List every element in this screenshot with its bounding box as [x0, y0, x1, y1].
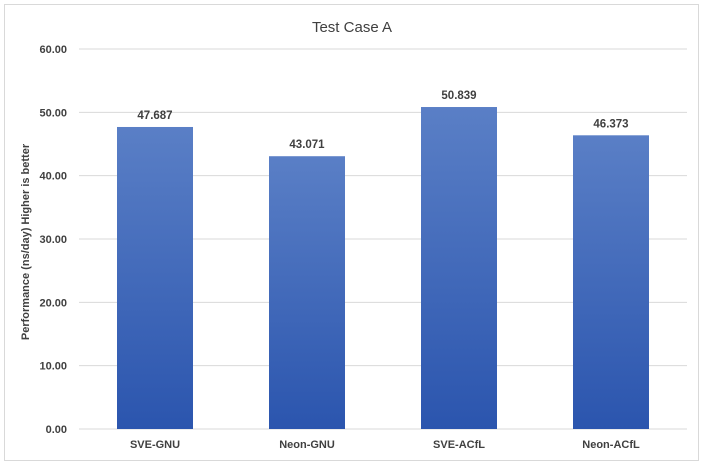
data-labels: 47.687 43.071 50.839 46.373: [137, 90, 628, 151]
chart-title: Test Case A: [312, 19, 392, 36]
bar-sve-gnu: [117, 126, 193, 429]
bar-sve-acfl: [421, 107, 497, 430]
bar-neon-gnu: [269, 156, 345, 430]
y-axis-label: Performance (ns/day) Higher is better: [20, 143, 32, 340]
x-category-label: SVE-GNU: [130, 439, 180, 451]
y-tick-label: 0.00: [46, 424, 67, 436]
bars: [117, 107, 649, 430]
data-label: 46.373: [593, 118, 628, 130]
bar-chart: Test Case A Performance (ns/day) Higher …: [20, 19, 687, 451]
y-tick-label: 20.00: [39, 297, 67, 309]
y-tick-label: 60.00: [39, 44, 67, 56]
x-axis-categories: SVE-GNU Neon-GNU SVE-ACfL Neon-ACfL: [130, 439, 640, 451]
x-category-label: Neon-GNU: [279, 439, 335, 451]
x-category-label: SVE-ACfL: [433, 439, 485, 451]
x-category-label: Neon-ACfL: [582, 439, 640, 451]
data-label: 43.071: [289, 139, 325, 151]
y-tick-label: 10.00: [39, 361, 67, 373]
y-tick-label: 40.00: [39, 171, 67, 183]
data-label: 47.687: [137, 110, 172, 122]
bar-neon-acfl: [573, 135, 649, 430]
y-tick-label: 50.00: [39, 107, 67, 119]
chart-frame: Test Case A Performance (ns/day) Higher …: [4, 4, 699, 461]
y-tick-label: 30.00: [39, 234, 67, 246]
data-label: 50.839: [441, 90, 476, 102]
y-axis-ticks: 0.00 10.00 20.00 30.00 40.00 50.00 60.00: [39, 44, 67, 436]
